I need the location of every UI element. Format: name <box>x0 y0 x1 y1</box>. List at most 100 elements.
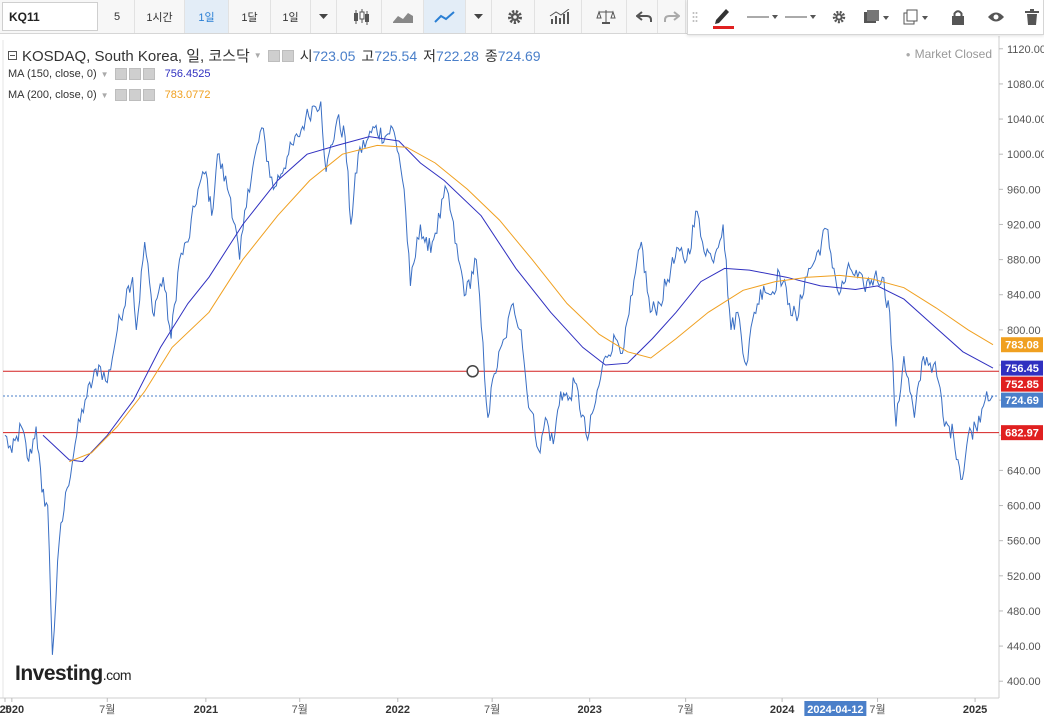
candlestick-icon <box>353 8 369 25</box>
eye-icon <box>988 12 1004 21</box>
close-icon[interactable] <box>142 68 155 80</box>
price-tag-label: 752.85 <box>1005 379 1039 391</box>
x-tick-label: 7월 <box>484 703 500 716</box>
price-tag-label: 783.08 <box>1005 340 1039 352</box>
y-tick-label: 640.00 <box>1007 465 1041 477</box>
interval-1m-button[interactable]: 1달 <box>229 0 271 33</box>
pen-tool-button[interactable] <box>704 0 742 33</box>
indicators-button[interactable] <box>538 0 582 33</box>
layer-order-dropdown[interactable] <box>858 0 896 33</box>
x-tick-label: 2022 <box>386 704 410 716</box>
x-tick-label: 7월 <box>869 703 885 716</box>
drawing-settings-button[interactable] <box>824 0 854 33</box>
pencil-icon <box>713 8 734 29</box>
ma200-value: 783.0772 <box>164 89 211 101</box>
chart-type-dropdown[interactable] <box>466 0 492 33</box>
y-tick-label: 880.00 <box>1007 255 1041 267</box>
chevron-down-icon <box>319 13 328 19</box>
area-chart-icon <box>392 12 413 23</box>
low-value: 722.28 <box>436 47 479 64</box>
line-style-icon <box>747 14 778 19</box>
investing-logo: Investing.com <box>15 662 132 686</box>
x-tick-label: 2020 <box>0 704 24 716</box>
y-tick-label: 560.00 <box>1007 536 1041 548</box>
eye-icon[interactable] <box>267 49 280 62</box>
logo-main: Investing <box>15 662 103 685</box>
y-tick-label: 1040.00 <box>1007 114 1044 126</box>
gear-icon[interactable] <box>128 68 141 80</box>
instrument-legend: KOSDAQ, South Korea, 일, 코스닥 ▼ 시 723.05 고… <box>8 45 541 66</box>
eye-icon[interactable] <box>114 89 127 101</box>
line-chart-icon <box>433 10 455 23</box>
x-tick-label: 7월 <box>292 703 308 716</box>
y-tick-label: 1080.00 <box>1007 79 1044 91</box>
compare-button[interactable] <box>585 0 627 33</box>
high-label: 고 <box>361 47 375 64</box>
line-style-dropdown[interactable] <box>744 0 782 33</box>
price-tag <box>1001 425 1043 441</box>
chevron-down-icon[interactable]: ▼ <box>253 51 262 60</box>
undo-button[interactable] <box>630 0 658 33</box>
y-tick-label: 960.00 <box>1007 184 1041 196</box>
y-tick-label: 480.00 <box>1007 606 1041 618</box>
y-tick-label: 1120.00 <box>1007 44 1044 56</box>
delete-button[interactable] <box>1018 0 1044 33</box>
visibility-button[interactable] <box>980 0 1012 33</box>
gear-icon[interactable] <box>281 49 294 62</box>
lock-button[interactable] <box>942 0 974 33</box>
trash-icon <box>1024 8 1039 25</box>
ma150-value: 756.4525 <box>164 68 211 80</box>
chevron-down-icon[interactable]: ▼ <box>100 90 109 100</box>
undo-icon <box>635 10 652 22</box>
gear-icon[interactable] <box>128 89 141 101</box>
area-chart-button[interactable] <box>382 0 424 33</box>
settings-button[interactable] <box>495 0 535 33</box>
ma150-label: MA (150, close, 0) <box>8 68 97 80</box>
low-label: 저 <box>423 47 437 64</box>
high-value: 725.54 <box>374 47 418 64</box>
interval-dropdown-button[interactable]: 1일 <box>271 0 311 33</box>
crosshair-date-label: 2024-04-12 <box>807 704 863 716</box>
line-anchor-handle[interactable] <box>466 365 479 378</box>
x-tick-label: 7월 <box>99 703 115 716</box>
interval-1d-button[interactable]: 1일 <box>185 0 229 33</box>
gear-icon <box>507 9 522 24</box>
x-tick-label: 2021 <box>194 704 218 716</box>
clone-dropdown[interactable] <box>898 0 936 33</box>
collapse-legend-icon[interactable] <box>8 51 17 60</box>
candles-chart-button[interactable] <box>340 0 382 33</box>
interval-5-button[interactable]: 5 <box>100 0 135 33</box>
line-width-dropdown[interactable] <box>782 0 820 33</box>
x-tick-label: 7월 <box>678 703 694 716</box>
price-tag <box>1001 360 1043 376</box>
y-tick-label: 600.00 <box>1007 501 1041 513</box>
line-width-icon <box>785 14 816 19</box>
y-tick-label: 400.00 <box>1007 676 1041 688</box>
series-ma150-line <box>42 136 994 463</box>
ma200-legend: MA (200, close, 0) ▼ 783.0772 <box>8 89 210 101</box>
open-value: 723.05 <box>312 47 356 64</box>
close-label: 종 <box>484 47 498 64</box>
chevron-down-icon[interactable]: ▼ <box>100 69 109 79</box>
interval-dropdown-caret[interactable] <box>311 0 337 33</box>
ma200-label: MA (200, close, 0) <box>8 89 97 101</box>
lock-icon <box>952 9 964 25</box>
indicators-icon <box>549 8 569 24</box>
redo-button[interactable] <box>658 0 686 33</box>
y-tick-label: 520.00 <box>1007 571 1041 583</box>
line-chart-button[interactable] <box>424 0 466 33</box>
eye-icon[interactable] <box>114 68 127 80</box>
price-tag-label: 756.45 <box>1005 363 1039 375</box>
ma150-legend: MA (150, close, 0) ▼ 756.4525 <box>8 68 210 80</box>
copy-icon <box>903 9 928 24</box>
layers-icon <box>864 9 889 23</box>
close-icon[interactable] <box>142 89 155 101</box>
interval-1h-button[interactable]: 1시간 <box>135 0 185 33</box>
price-tag <box>1001 376 1043 392</box>
drag-handle[interactable] <box>688 0 702 33</box>
y-tick-label: 440.00 <box>1007 641 1041 653</box>
logo-suffix: .com <box>102 667 132 683</box>
symbol-input[interactable]: KQ11 <box>2 2 98 31</box>
scale-icon <box>595 9 616 24</box>
